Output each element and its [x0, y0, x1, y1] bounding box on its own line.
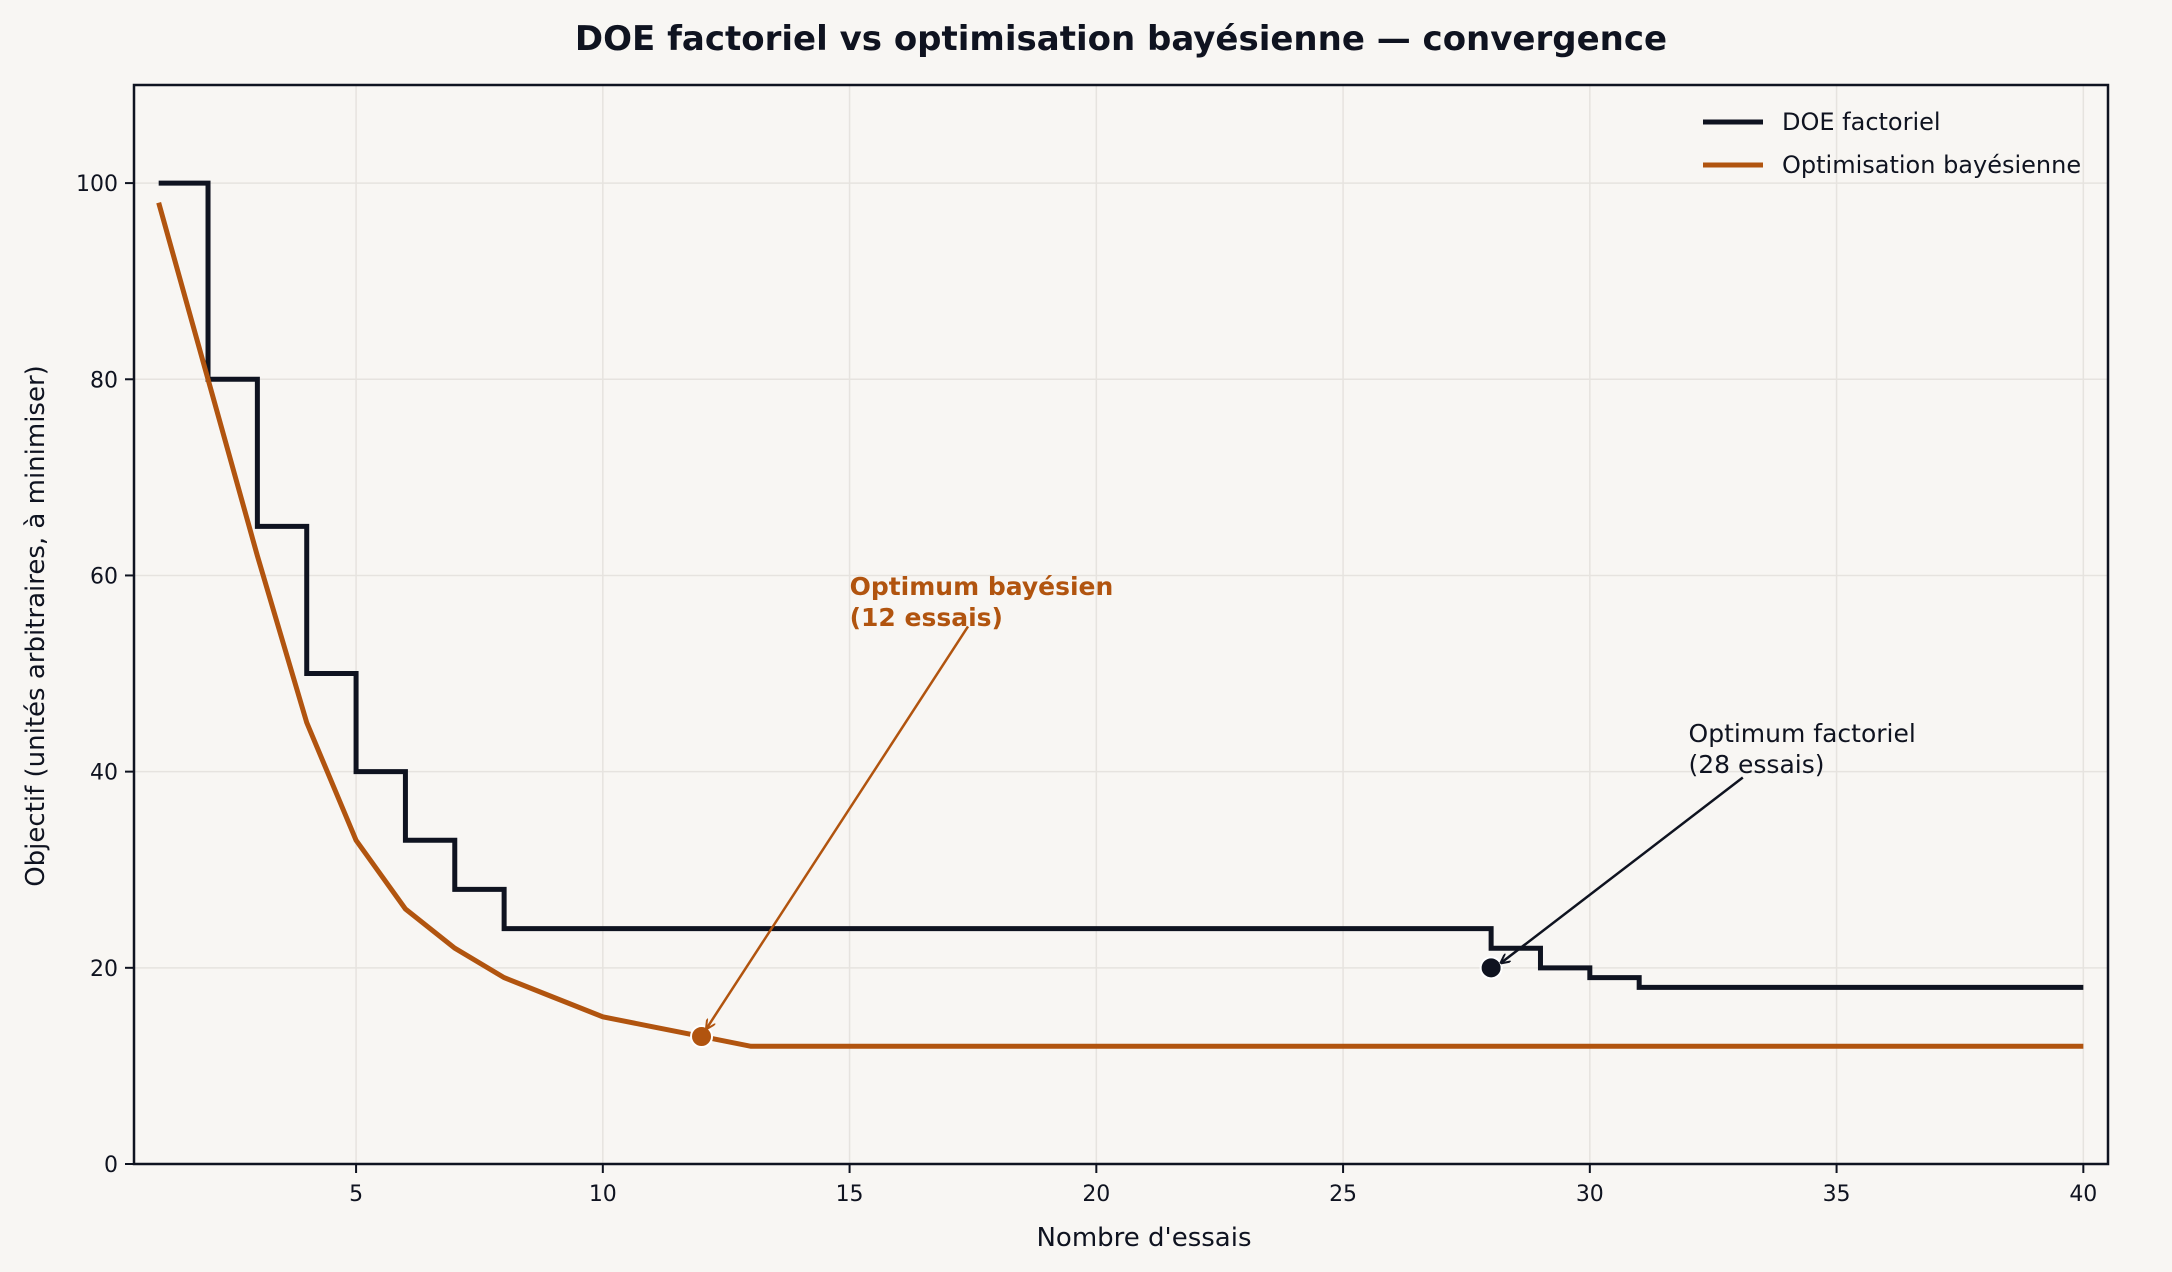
annotations-group: Optimum bayésien (12 essais) Optimum facto…: [706, 572, 1916, 1029]
y-tick-label: 20: [90, 957, 118, 982]
legend-label-1: DOE factoriel: [1782, 108, 1941, 136]
optimum-marker-1: [690, 1024, 714, 1048]
series-line-2: [156, 202, 2084, 1049]
annotation-text: Optimum bayésien (12 essais): [850, 572, 1114, 632]
series-line-1: [158, 180, 2084, 990]
y-axis-label: Objectif (unités arbitraires, à minimise…: [21, 365, 51, 887]
annotation-text: Optimum factoriel (28 essais): [1689, 719, 1916, 779]
annotation-arrow: [1501, 776, 1744, 963]
x-tick-label: 25: [1329, 1182, 1357, 1207]
y-tick-label: 60: [90, 564, 118, 589]
legend-label-2: Optimisation bayésienne: [1782, 151, 2081, 179]
y-axis-ticks: 0 20 40 60 80 100: [76, 172, 134, 1178]
grid: [134, 85, 2108, 1165]
y-tick-label: 40: [90, 761, 118, 786]
y-tick-label: 80: [90, 368, 118, 393]
x-tick-label: 30: [1576, 1182, 1604, 1207]
y-tick-label: 0: [104, 1153, 118, 1178]
chart-title: DOE factoriel vs optimisation bayésienne…: [575, 19, 1667, 59]
x-tick-label: 40: [2069, 1182, 2097, 1207]
plot-frame: [132, 83, 2110, 1166]
optimum-marker-2: [1479, 956, 1503, 980]
annotation-arrow: [706, 625, 970, 1028]
x-tick-label: 5: [349, 1182, 363, 1207]
legend: DOE factoriel Optimisation bayésienne: [1703, 108, 2081, 179]
x-tick-label: 15: [836, 1182, 864, 1207]
x-tick-label: 10: [589, 1182, 617, 1207]
y-tick-label: 100: [76, 172, 118, 197]
x-axis-label: Nombre d'essais: [1036, 1223, 1251, 1253]
x-tick-label: 35: [1823, 1182, 1851, 1207]
x-tick-label: 20: [1082, 1182, 1110, 1207]
x-axis-ticks: 5 10 15 20 25 30 35 40: [349, 1164, 2097, 1207]
